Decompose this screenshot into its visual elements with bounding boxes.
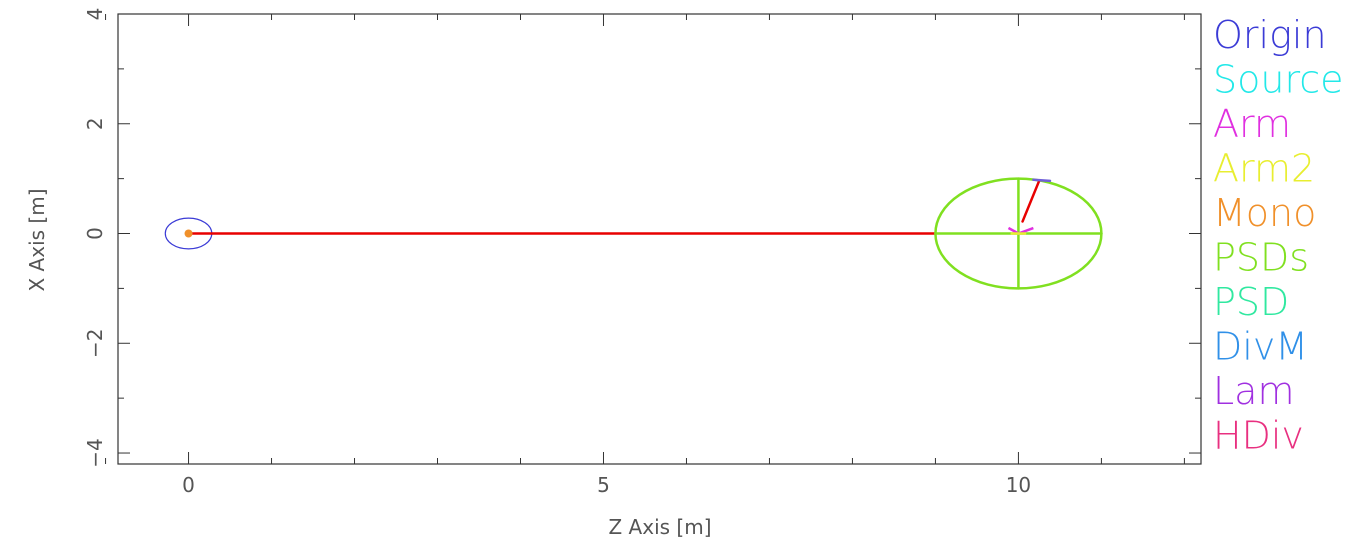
legend-entry: Arm: [1213, 102, 1291, 146]
y-tick-label: 0: [83, 227, 107, 240]
scattered-beam: [1021, 179, 1041, 223]
y-tick-label: 2: [83, 117, 107, 130]
plot-marks: [164, 177, 1103, 290]
legend-entry: PSDs: [1213, 236, 1309, 280]
legend-entry: Arm2: [1213, 147, 1315, 191]
divergence-mark: [1032, 178, 1052, 183]
legend-entry: Origin: [1213, 13, 1327, 57]
axis-tick-labels: 0 5 10 4 2 0 −2 −4: [83, 8, 1031, 497]
legend-entry: HDiv: [1213, 414, 1304, 458]
legend-entry: PSD: [1213, 280, 1289, 324]
x-tick-label: 0: [182, 473, 195, 497]
legend-entry: DivM: [1213, 325, 1308, 369]
y-tick-label: 4: [83, 8, 107, 21]
x-axis-title: Z Axis [m]: [609, 515, 712, 539]
legend-entry: Lam: [1213, 369, 1294, 413]
legend: OriginSourceArmArm2MonoPSDsPSDDivMLamHDi…: [1213, 13, 1344, 458]
x-tick-label: 5: [597, 473, 610, 497]
source-point: [184, 229, 193, 238]
legend-entry: Source: [1213, 58, 1344, 102]
y-tick-label: −2: [83, 329, 107, 358]
axis-ticks: [105, 13, 1201, 464]
y-tick-label: −4: [83, 438, 107, 467]
plot-frame: [117, 13, 1202, 465]
x-tick-label: 10: [1006, 473, 1031, 497]
legend-entry: Mono: [1213, 191, 1316, 235]
y-axis-title: X Axis [m]: [25, 189, 49, 292]
